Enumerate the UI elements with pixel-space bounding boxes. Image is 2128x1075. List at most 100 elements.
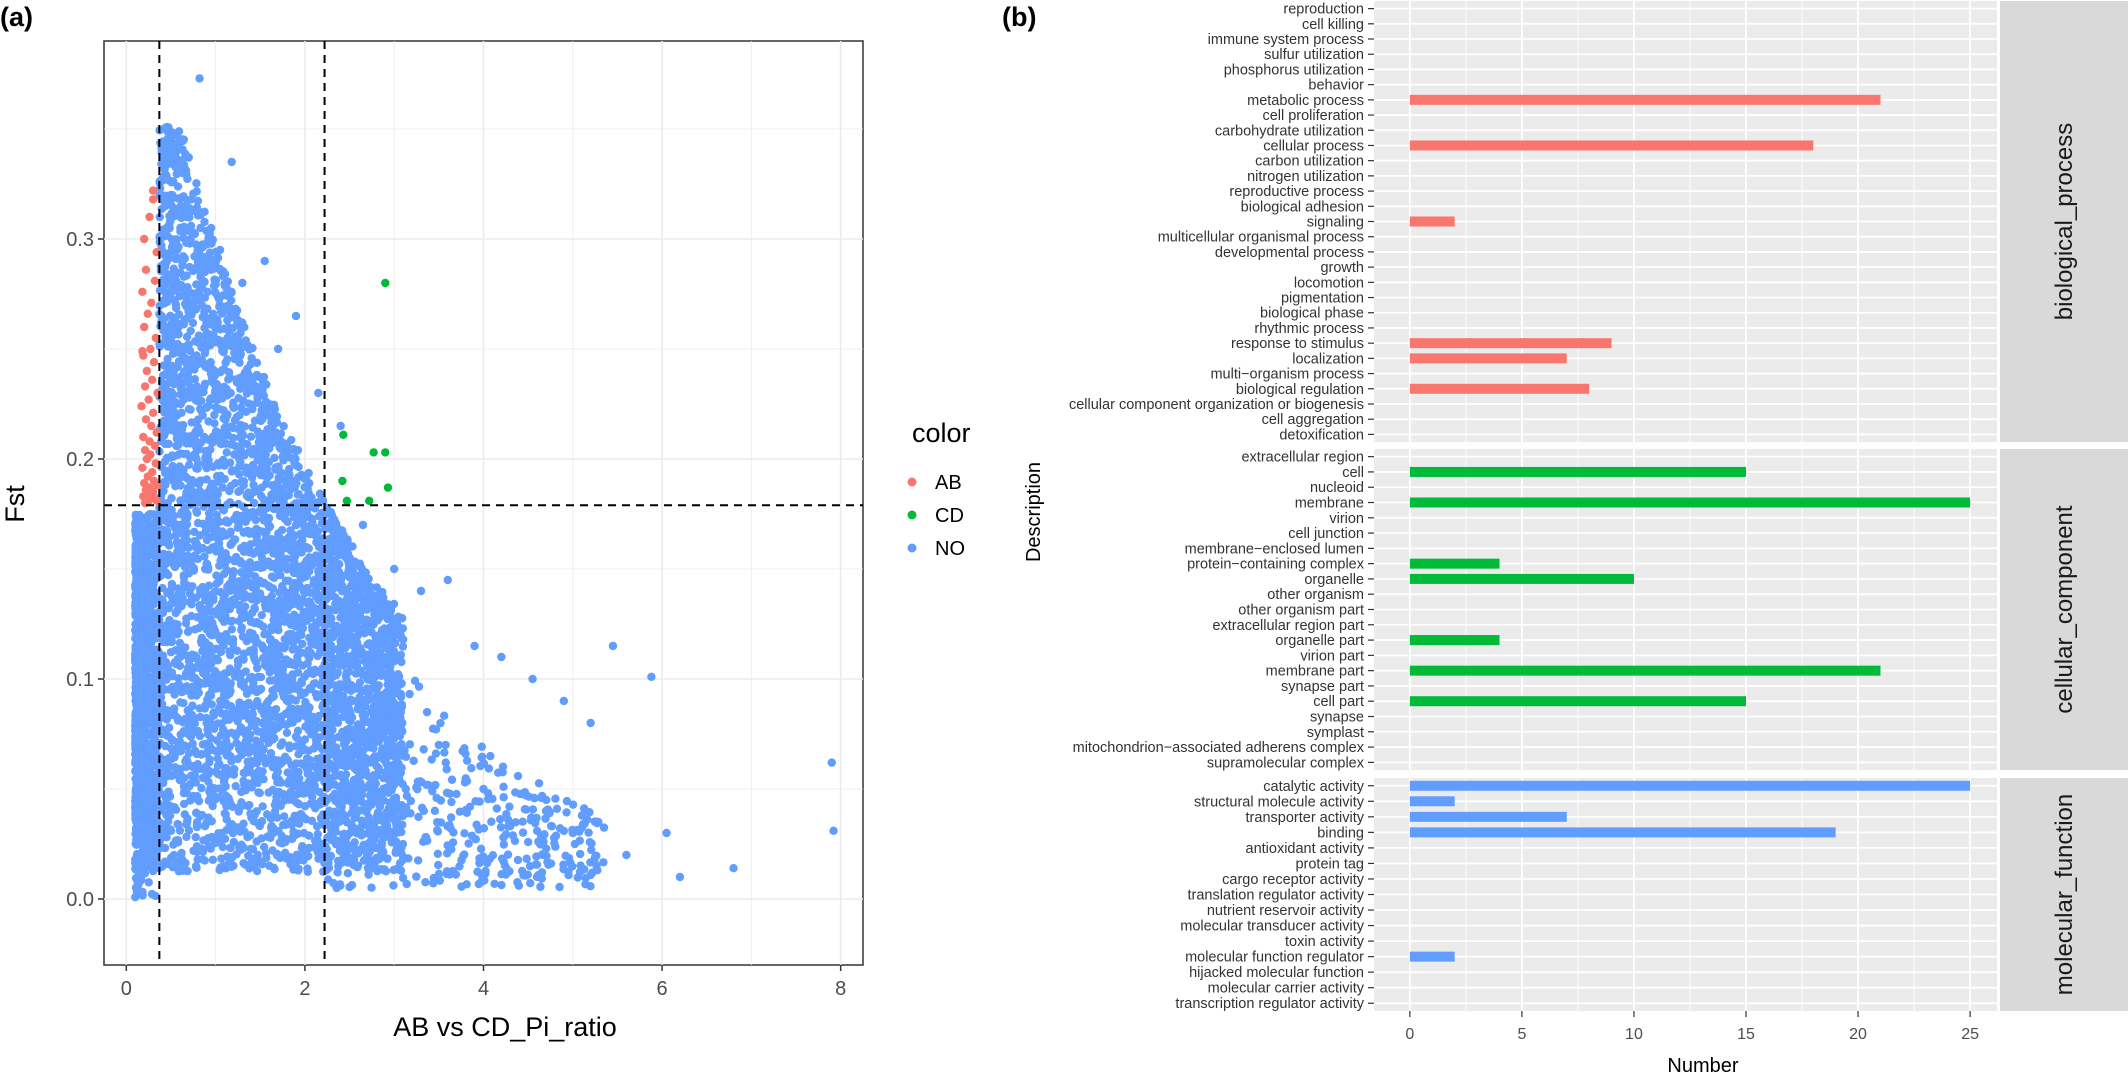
scatter-point-no <box>187 592 197 602</box>
scatter-point-no <box>193 247 202 256</box>
scatter-point-no <box>197 783 206 793</box>
scatter-point-no <box>230 416 240 425</box>
scatter-point-no <box>289 610 299 620</box>
scatter-point-no <box>210 275 219 284</box>
scatter-point-no <box>252 657 261 667</box>
scatter-point-no <box>287 834 297 844</box>
scatter-point-no <box>255 507 264 516</box>
scatter-point-no <box>301 563 310 573</box>
scatter-point-no <box>237 625 246 635</box>
scatter-point-no <box>306 667 315 676</box>
scatter-point-no <box>270 684 280 694</box>
scatter-point-no <box>182 332 192 342</box>
scatter-point-no <box>296 529 305 538</box>
scatter-point-no <box>228 802 237 811</box>
scatter-point-no <box>174 357 184 366</box>
scatter-point-no <box>235 358 244 367</box>
scatter-point-no <box>303 867 312 876</box>
scatter-point-no <box>203 255 213 265</box>
scatter-point-no <box>238 632 248 641</box>
scatter-point-no <box>252 837 261 846</box>
scatter-point-no <box>240 322 249 332</box>
scatter-point-no <box>273 623 282 633</box>
scatter-point-no <box>243 526 252 536</box>
scatter-point-no <box>194 663 203 673</box>
scatter-point-no <box>272 849 282 859</box>
panel-label-b: (b) <box>1002 2 1036 32</box>
scatter-point-no <box>289 865 298 874</box>
scatter-point-no <box>141 537 150 547</box>
scatter-point-no <box>204 842 213 851</box>
scatter-point-no <box>150 781 159 791</box>
scatter-point-no <box>177 378 186 387</box>
scatter-point-no <box>282 728 292 738</box>
scatter-point-no <box>206 484 215 493</box>
scatter-point-no <box>146 831 155 840</box>
scatter-point-no <box>273 557 283 566</box>
scatter-point-no <box>166 647 176 657</box>
scatter-point-no <box>395 701 404 710</box>
scatter-point-no <box>224 375 233 384</box>
scatter-point-no <box>200 552 209 561</box>
scatter-point-no <box>221 715 231 725</box>
scatter-point-no <box>176 449 185 458</box>
scatter-point-no <box>308 712 318 722</box>
scatter-point-no <box>226 586 235 595</box>
scatter-point-no <box>201 362 210 371</box>
scatter-point-no <box>177 135 187 144</box>
scatter-point-no <box>236 433 245 443</box>
scatter-point-no <box>369 714 378 723</box>
scatter-point-no <box>176 430 186 440</box>
scatter-point-no <box>220 474 229 484</box>
scatter-point-no <box>274 722 283 732</box>
scatter-point-no <box>207 722 216 732</box>
scatter-point-no <box>158 280 168 290</box>
scatter-point-no <box>303 659 312 668</box>
scatter-point-no <box>225 856 235 865</box>
scatter-point-no <box>204 769 213 779</box>
scatter-point-no <box>288 670 297 679</box>
scatter-point-no <box>204 591 214 600</box>
scatter-point-no <box>163 354 172 364</box>
scatter-point-no <box>236 600 245 610</box>
scatter-point-no <box>246 432 256 441</box>
scatter-point-no <box>131 708 141 717</box>
scatter-point-no <box>241 860 250 869</box>
scatter-point-no <box>138 887 147 897</box>
scatter-point-no <box>256 672 266 682</box>
scatter-point-no <box>318 496 328 506</box>
scatter-point-no <box>270 404 280 414</box>
scatter-point-no <box>160 299 169 308</box>
scatter-point-no <box>262 457 272 467</box>
scatter-point-no <box>249 579 258 588</box>
scatter-point-no <box>163 231 172 240</box>
scatter-point-no <box>350 838 359 847</box>
scatter-point-no <box>223 518 233 527</box>
scatter-point-no <box>210 264 219 273</box>
scatter-point-no <box>139 673 148 683</box>
scatter-point-no <box>268 735 278 744</box>
scatter-point-no <box>161 559 171 569</box>
scatter-point-no <box>191 542 200 552</box>
scatter-point-no <box>259 653 268 663</box>
scatter-point-no <box>257 491 266 501</box>
scatter-point-no <box>212 472 222 481</box>
scatter-point-no <box>262 810 272 819</box>
scatter-point-no <box>229 403 238 413</box>
scatter-point-no <box>193 257 203 267</box>
scatter-point-no <box>254 727 263 736</box>
scatter-point-no <box>300 588 310 598</box>
scatter-point-no <box>234 499 243 509</box>
scatter-point-no <box>381 609 390 618</box>
scatter-point-no <box>226 843 235 853</box>
scatter-point-no <box>289 796 298 805</box>
scatter-point-no <box>274 826 283 836</box>
scatter-point-no <box>279 421 288 431</box>
scatter-point-no <box>158 635 168 644</box>
scatter-point-no <box>358 761 367 770</box>
scatter-point-no <box>267 655 276 665</box>
scatter-point-no <box>191 832 200 842</box>
scatter-point-no <box>288 769 298 778</box>
scatter-point-no <box>343 569 352 578</box>
